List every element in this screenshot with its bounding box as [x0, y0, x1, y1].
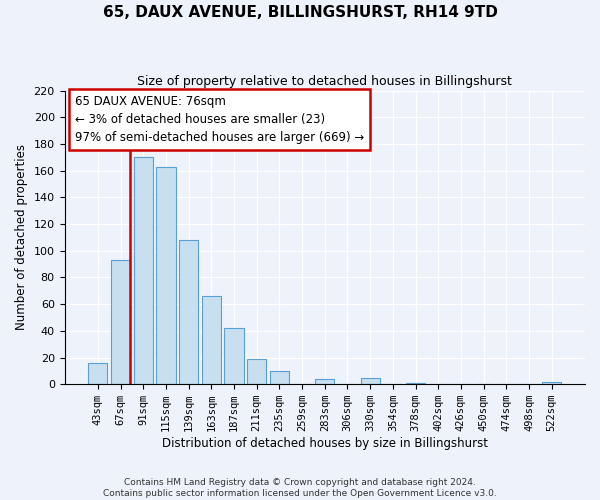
- X-axis label: Distribution of detached houses by size in Billingshurst: Distribution of detached houses by size …: [162, 437, 488, 450]
- Text: Contains HM Land Registry data © Crown copyright and database right 2024.
Contai: Contains HM Land Registry data © Crown c…: [103, 478, 497, 498]
- Bar: [247, 359, 266, 384]
- Bar: [361, 378, 380, 384]
- Bar: [202, 296, 221, 384]
- Bar: [179, 240, 198, 384]
- Bar: [224, 328, 244, 384]
- Text: 65, DAUX AVENUE, BILLINGSHURST, RH14 9TD: 65, DAUX AVENUE, BILLINGSHURST, RH14 9TD: [103, 5, 497, 20]
- Text: 65 DAUX AVENUE: 76sqm
← 3% of detached houses are smaller (23)
97% of semi-detac: 65 DAUX AVENUE: 76sqm ← 3% of detached h…: [75, 95, 364, 144]
- Bar: [406, 383, 425, 384]
- Title: Size of property relative to detached houses in Billingshurst: Size of property relative to detached ho…: [137, 75, 512, 88]
- Bar: [542, 382, 562, 384]
- Bar: [270, 371, 289, 384]
- Bar: [315, 379, 334, 384]
- Bar: [111, 260, 130, 384]
- Bar: [156, 166, 176, 384]
- Bar: [88, 363, 107, 384]
- Bar: [134, 158, 153, 384]
- Y-axis label: Number of detached properties: Number of detached properties: [15, 144, 28, 330]
